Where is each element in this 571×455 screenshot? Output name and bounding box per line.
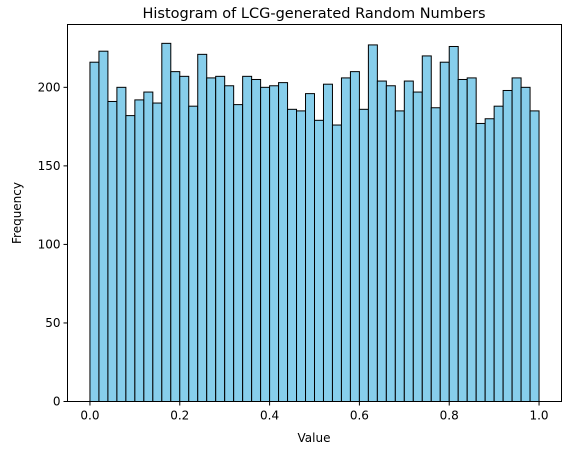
histogram-bar [125, 115, 136, 403]
y-tick-label: 100 [38, 237, 61, 251]
histogram-bar [134, 99, 145, 403]
histogram-bar [89, 61, 100, 402]
histogram-bar [188, 105, 199, 403]
histogram-bar [287, 108, 298, 402]
plot-frame [67, 24, 562, 402]
histogram-bar [143, 91, 154, 403]
x-tick-label: 0.8 [440, 409, 459, 423]
histogram-bar [278, 82, 289, 403]
x-tick-label: 1.0 [529, 409, 548, 423]
histogram-bars [89, 42, 540, 403]
y-axis-label: Frequency [10, 182, 24, 244]
histogram-bar [421, 55, 432, 402]
x-axis-ticks: 0.0 0.2 0.4 0.6 0.8 1.0 [80, 401, 549, 423]
histogram-bar [251, 78, 262, 402]
histogram-bar [322, 83, 333, 402]
histogram-bar [161, 42, 172, 402]
histogram-bar [179, 75, 190, 402]
y-tick-label: 0 [53, 395, 61, 409]
histogram-bar [358, 108, 369, 402]
x-tick-label: 0.6 [350, 409, 369, 423]
histogram-bar [448, 45, 459, 403]
histogram-bar [412, 91, 423, 403]
histogram-bar [403, 80, 414, 403]
y-tick-label: 200 [38, 80, 61, 94]
x-axis-label: Value [298, 431, 331, 445]
y-tick-label: 150 [38, 159, 61, 173]
histogram-bar [116, 86, 127, 403]
histogram-bar [296, 110, 307, 403]
histogram-bar [484, 118, 495, 402]
histogram-bar [466, 77, 477, 402]
histogram-bar [197, 53, 208, 402]
y-tick-label: 50 [45, 316, 60, 330]
histogram-bar [152, 102, 163, 402]
histogram-bar [340, 77, 351, 402]
histogram-bar [520, 86, 531, 403]
histogram-bar [475, 122, 486, 403]
x-tick-label: 0.2 [170, 409, 189, 423]
histogram-bar [107, 100, 118, 402]
histogram-bar [439, 61, 450, 402]
histogram-bar [260, 86, 271, 403]
histogram-bar [394, 110, 405, 403]
histogram-bar [376, 80, 387, 403]
histogram-bar [349, 71, 360, 403]
y-axis-ticks: 0 50 100 150 200 [38, 80, 68, 409]
histogram-bar [242, 75, 253, 402]
histogram-bar [98, 50, 109, 402]
histogram-bar [314, 119, 324, 402]
x-tick-label: 0.0 [80, 409, 99, 423]
x-tick-label: 0.4 [260, 409, 279, 423]
histogram-bar [206, 77, 217, 402]
histogram-bar [430, 107, 441, 402]
histogram-bar [511, 77, 522, 402]
histogram-bar [385, 85, 396, 402]
histogram-bar [457, 78, 468, 402]
histogram-bar [305, 93, 315, 403]
histogram-bar [233, 104, 244, 403]
histogram-bar [502, 89, 513, 402]
histogram-bar [331, 124, 342, 402]
histogram-bar [170, 71, 181, 403]
histogram-bar [493, 105, 504, 403]
histogram-bar [269, 85, 280, 402]
histogram-bar [224, 85, 235, 402]
histogram-bar [367, 44, 378, 402]
histogram-bar [215, 75, 226, 402]
chart-title: Histogram of LCG-generated Random Number… [142, 6, 485, 22]
histogram-bar [529, 110, 540, 403]
